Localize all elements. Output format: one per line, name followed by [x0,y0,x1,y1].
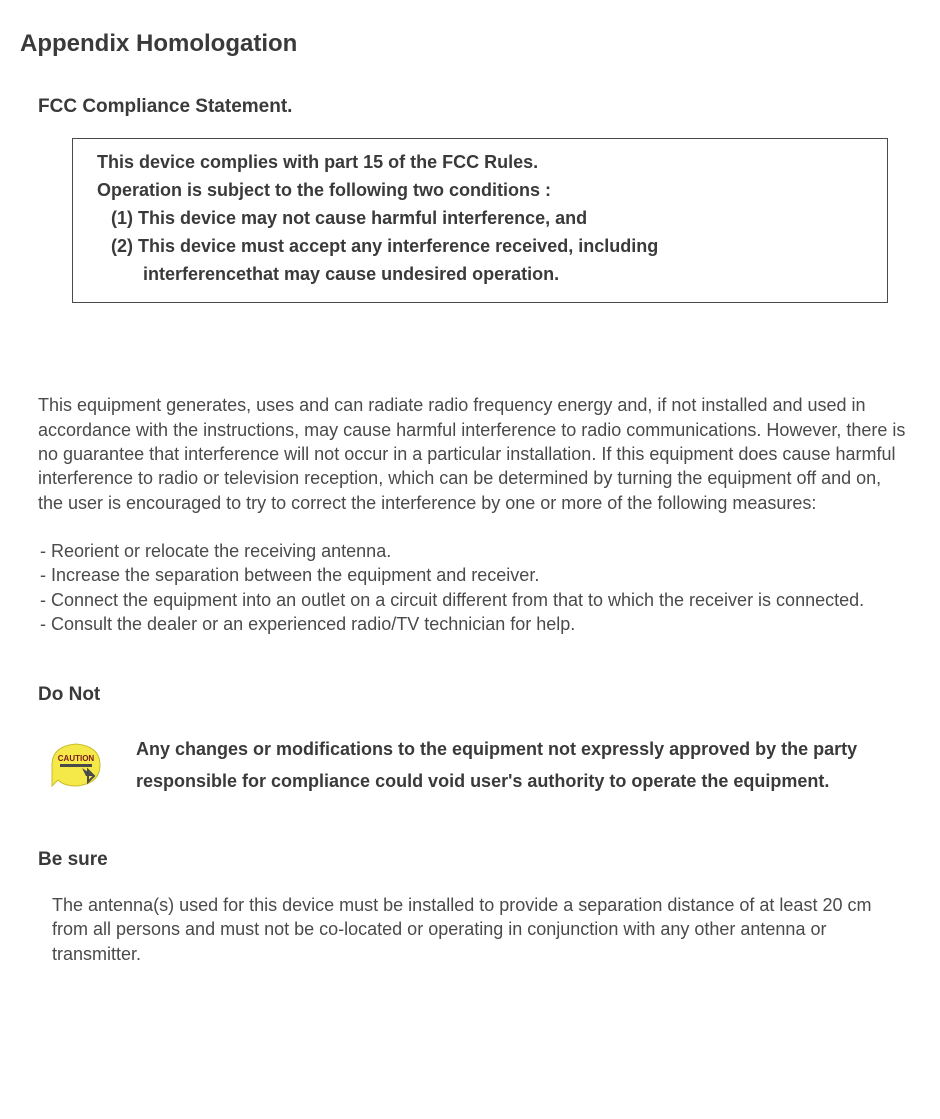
bullet-list: - Reorient or relocate the receiving ant… [40,539,890,636]
donot-text: Any changes or modifications to the equi… [136,734,880,797]
donot-row: CAUTION Any changes or modifications to … [48,734,880,797]
compliance-box: This device complies with part 15 of the… [72,138,888,303]
bullet-item: - Connect the equipment into an outlet o… [40,588,890,612]
page-title: Appendix Homologation [20,30,920,58]
besure-text: The antenna(s) used for this device must… [52,893,910,966]
caution-label: CAUTION [58,754,95,763]
box-condition-2-cont: interferencethat may cause undesired ope… [97,261,863,289]
main-paragraph: This equipment generates, uses and can r… [38,393,910,514]
besure-heading: Be sure [38,849,920,871]
box-line-2: Operation is subject to the following tw… [97,177,863,205]
caution-icon: CAUTION [48,740,104,790]
donot-heading: Do Not [38,684,920,706]
bullet-item: - Consult the dealer or an experienced r… [40,612,890,636]
box-condition-2: (2) This device must accept any interfer… [97,233,863,261]
bullet-item: - Reorient or relocate the receiving ant… [40,539,890,563]
box-line-1: This device complies with part 15 of the… [97,149,863,177]
bullet-item: - Increase the separation between the eq… [40,563,890,587]
box-condition-1: (1) This device may not cause harmful in… [97,205,863,233]
fcc-heading: FCC Compliance Statement. [38,96,920,118]
